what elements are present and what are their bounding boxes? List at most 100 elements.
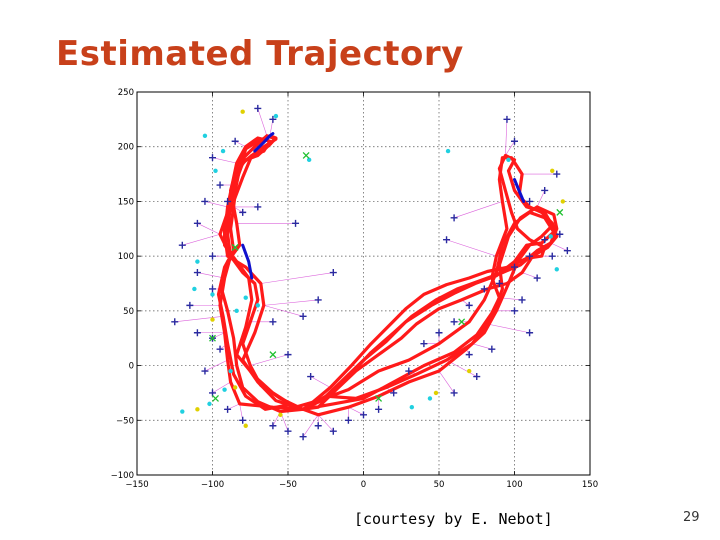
yellow-mark — [433, 390, 439, 396]
observation-ray — [438, 370, 455, 394]
landmark-marker — [503, 115, 511, 123]
landmark-marker — [269, 115, 277, 123]
yellow-mark — [240, 109, 245, 114]
observation-dot — [220, 148, 226, 154]
landmark-marker — [518, 296, 526, 304]
x-tick-label: −150 — [125, 480, 148, 490]
landmark-marker — [495, 280, 503, 287]
slide-title: Estimated Trajectory — [56, 34, 464, 74]
observation-dot — [255, 303, 260, 308]
landmark-marker — [314, 422, 322, 430]
landmark-marker — [511, 137, 518, 145]
landmark-marker — [239, 208, 247, 216]
observation-dot — [306, 157, 312, 163]
landmark-marker — [299, 433, 307, 441]
landmark-marker — [224, 197, 232, 205]
landmark-marker — [254, 203, 262, 211]
y-tick-label: 50 — [123, 307, 134, 317]
landmark-marker — [511, 307, 518, 315]
y-tick-label: 150 — [118, 197, 134, 207]
landmark-marker — [465, 351, 473, 359]
landmark-marker — [450, 318, 458, 326]
landmark-marker — [511, 263, 518, 271]
x-tick-label: 0 — [361, 480, 366, 490]
observation-dot — [548, 234, 553, 239]
observation-ray — [204, 201, 228, 208]
yellow-mark — [195, 407, 200, 412]
observation-ray — [212, 381, 231, 394]
trajectory-loop — [301, 153, 554, 417]
landmark-marker — [556, 230, 564, 238]
observation-ray — [197, 223, 221, 235]
landmark-marker — [292, 219, 300, 227]
observation-ray — [263, 305, 304, 317]
observation-ray — [348, 406, 364, 416]
landmark-marker — [450, 214, 458, 222]
landmark-marker — [314, 296, 322, 304]
landmark-marker — [209, 252, 216, 260]
landmark-marker — [553, 170, 561, 178]
landmark-marker — [548, 252, 556, 260]
observation-ray — [197, 272, 225, 279]
landmark-marker — [178, 241, 186, 249]
x-tick-label: 150 — [582, 480, 598, 490]
landmark-marker — [526, 197, 534, 205]
landmark-marker — [420, 340, 428, 348]
yellow-mark — [560, 199, 566, 204]
landmark-marker — [209, 389, 216, 397]
observation-dot — [192, 286, 197, 292]
observation-dot — [506, 157, 511, 163]
observation-dot — [180, 409, 185, 414]
x-tick-label: 50 — [434, 480, 445, 490]
observation-ray — [182, 233, 221, 246]
estimate-segment — [241, 243, 254, 280]
landmark-marker — [405, 367, 413, 375]
trajectory-plot: −150 −100 −50 0 50 100 150 −100 −50 0 50 100 150 200 2… — [108, 86, 598, 496]
yellow-mark — [467, 368, 472, 374]
observation-ray — [317, 414, 334, 432]
yellow-mark — [243, 423, 248, 428]
landmark-marker — [186, 301, 194, 309]
landmark-marker — [224, 405, 232, 413]
observation-ray — [174, 316, 224, 323]
observation-dot — [210, 292, 215, 297]
landmark-marker — [209, 285, 216, 293]
observation-dot — [195, 259, 200, 264]
landmark-marker — [231, 137, 239, 145]
observation-dot — [234, 308, 239, 314]
landmark-marker — [526, 252, 534, 260]
green-mark — [231, 243, 239, 251]
landmark-marker — [284, 427, 292, 435]
green-mark — [458, 318, 466, 326]
landmark-marker — [216, 345, 224, 353]
observation-ray — [505, 141, 515, 156]
observation-dot — [222, 387, 227, 392]
landmark-marker — [201, 367, 209, 375]
observation-ray — [204, 359, 228, 372]
landmark-marker — [443, 236, 451, 244]
observation-ray — [227, 403, 240, 410]
landmark-marker — [269, 318, 277, 326]
observation-dot — [427, 396, 433, 401]
observation-dot — [409, 404, 415, 410]
observation-dot — [554, 267, 559, 272]
landmark-marker — [284, 351, 292, 359]
landmark-marker — [269, 422, 277, 430]
y-tick-label: 200 — [118, 143, 134, 153]
yellow-mark — [550, 168, 555, 173]
yellow-mark — [210, 317, 215, 322]
landmark-marker — [473, 373, 481, 381]
landmark-marker — [541, 186, 549, 194]
landmark-marker — [201, 197, 209, 205]
landmark-marker — [541, 236, 549, 244]
observation-ray — [257, 108, 268, 136]
landmark-marker — [193, 269, 201, 277]
landmark-marker — [171, 318, 179, 326]
page-number: 29 — [683, 510, 700, 525]
y-tick-label: 0 — [129, 362, 134, 372]
observation-ray — [302, 414, 319, 437]
observation-ray — [212, 157, 237, 164]
x-tick-label: −100 — [201, 480, 224, 490]
landmark-marker — [533, 274, 541, 282]
observation-ray — [550, 242, 568, 251]
